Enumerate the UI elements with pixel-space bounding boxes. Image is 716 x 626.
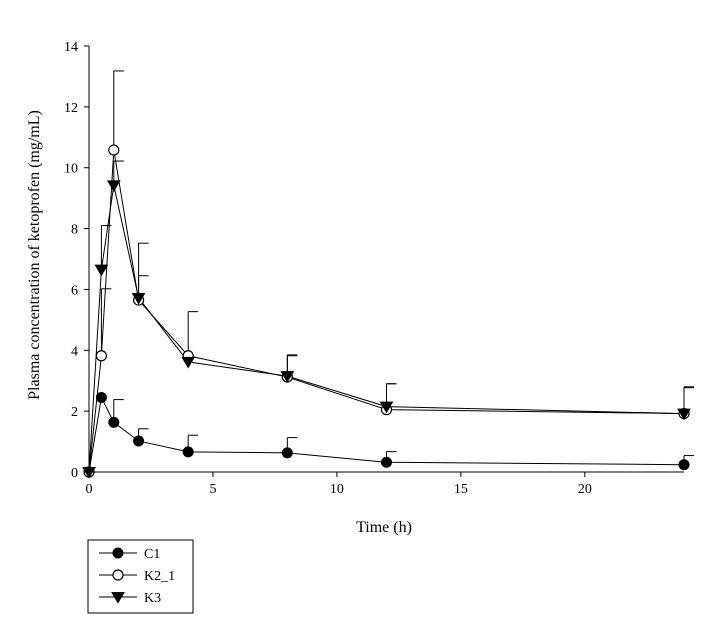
data-point-k3 [131, 292, 146, 305]
legend-marker-k3 [111, 592, 125, 604]
data-point-c1 [133, 435, 145, 447]
data-point-c1 [182, 446, 194, 458]
series-lines [88, 149, 685, 473]
data-point-c1 [381, 456, 392, 468]
x-tick-label: 20 [578, 482, 592, 497]
y-tick-label: 2 [71, 405, 78, 420]
y-tick-label: 4 [71, 344, 78, 359]
data-point-k3 [379, 401, 394, 414]
data-point-k3 [94, 264, 109, 277]
error-bars [100, 70, 694, 465]
data-point-k3 [280, 371, 295, 383]
legend-label-c1: C1 [144, 547, 160, 562]
x-ticks: 0 5 10 15 20 [86, 472, 592, 497]
data-point-c1 [95, 391, 107, 403]
x-tick-label: 0 [86, 482, 93, 497]
legend-marker-c1 [112, 547, 124, 559]
legend-box [87, 539, 194, 614]
legend: C1 K2_1 K3 [87, 539, 194, 614]
data-point-k2-1 [108, 144, 120, 156]
y-tick-label: 0 [71, 466, 78, 481]
x-tick-label: 5 [209, 482, 216, 497]
legend-label-k3: K3 [144, 591, 161, 606]
data-point-k3 [106, 180, 121, 193]
data-markers [82, 144, 691, 479]
x-tick-label: 10 [330, 482, 344, 497]
series-line-k2-1 [88, 149, 685, 473]
y-ticks: 0 2 4 6 8 10 12 14 [64, 40, 89, 481]
data-point-k2-1 [95, 350, 107, 362]
data-point-c1 [108, 416, 120, 428]
y-tick-label: 10 [64, 162, 78, 177]
y-tick-label: 14 [64, 40, 78, 55]
y-axis-label: Plasma concentration of ketoprofen (mg/m… [26, 110, 43, 400]
y-tick-label: 12 [64, 101, 78, 116]
legend-label-k2-1: K2_1 [144, 569, 175, 584]
data-point-k3 [181, 356, 196, 369]
series-line-k3 [88, 185, 685, 473]
y-tick-label: 6 [71, 283, 78, 298]
x-axis-label: Time (h) [356, 519, 412, 536]
data-point-c1 [281, 447, 293, 459]
data-point-c1 [678, 459, 690, 471]
y-tick-label: 8 [71, 223, 78, 238]
x-tick-label: 15 [454, 482, 468, 497]
data-point-k3 [677, 408, 691, 421]
legend-marker-k2-1 [112, 569, 124, 581]
